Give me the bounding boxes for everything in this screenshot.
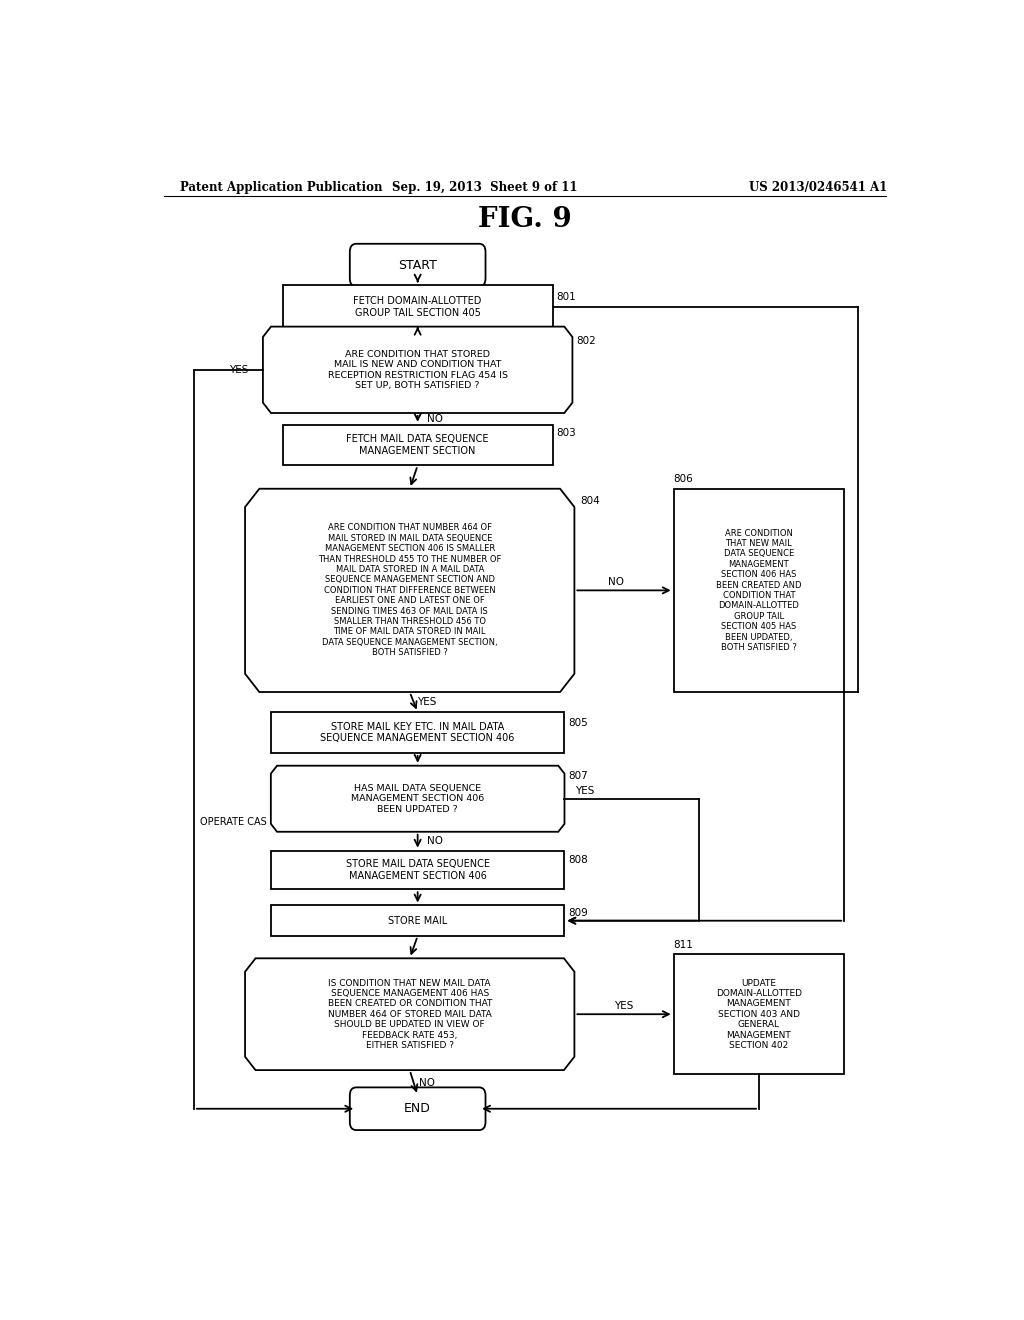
Text: NO: NO: [427, 414, 443, 424]
FancyBboxPatch shape: [350, 244, 485, 286]
Text: 803: 803: [557, 428, 577, 438]
Text: ARE CONDITION THAT STORED
MAIL IS NEW AND CONDITION THAT
RECEPTION RESTRICTION F: ARE CONDITION THAT STORED MAIL IS NEW AN…: [328, 350, 508, 389]
Text: OPERATE CAS: OPERATE CAS: [200, 817, 267, 826]
Text: END: END: [404, 1102, 431, 1115]
Text: ARE CONDITION THAT NUMBER 464 OF
MAIL STORED IN MAIL DATA SEQUENCE
MANAGEMENT SE: ARE CONDITION THAT NUMBER 464 OF MAIL ST…: [318, 524, 502, 657]
Text: UPDATE
DOMAIN-ALLOTTED
MANAGEMENT
SECTION 403 AND
GENERAL
MANAGEMENT
SECTION 402: UPDATE DOMAIN-ALLOTTED MANAGEMENT SECTIO…: [716, 978, 802, 1049]
Polygon shape: [245, 488, 574, 692]
Text: IS CONDITION THAT NEW MAIL DATA
SEQUENCE MANAGEMENT 406 HAS
BEEN CREATED OR COND: IS CONDITION THAT NEW MAIL DATA SEQUENCE…: [328, 978, 492, 1049]
Text: START: START: [398, 259, 437, 272]
Text: NO: NO: [608, 577, 624, 587]
Text: FETCH DOMAIN-ALLOTTED
GROUP TAIL SECTION 405: FETCH DOMAIN-ALLOTTED GROUP TAIL SECTION…: [353, 296, 482, 318]
Text: 809: 809: [568, 908, 588, 917]
Polygon shape: [245, 958, 574, 1071]
Text: FETCH MAIL DATA SEQUENCE
MANAGEMENT SECTION: FETCH MAIL DATA SEQUENCE MANAGEMENT SECT…: [346, 434, 488, 455]
Text: 805: 805: [568, 718, 588, 727]
Text: YES: YES: [229, 364, 249, 375]
Text: Sep. 19, 2013  Sheet 9 of 11: Sep. 19, 2013 Sheet 9 of 11: [392, 181, 578, 194]
Text: NO: NO: [419, 1078, 435, 1088]
Text: YES: YES: [418, 697, 437, 708]
Text: 811: 811: [674, 940, 693, 950]
Text: 808: 808: [568, 855, 588, 865]
Text: FIG. 9: FIG. 9: [478, 206, 571, 232]
Text: 807: 807: [568, 771, 588, 781]
Bar: [674, 954, 844, 1074]
Text: ARE CONDITION
THAT NEW MAIL
DATA SEQUENCE
MANAGEMENT
SECTION 406 HAS
BEEN CREATE: ARE CONDITION THAT NEW MAIL DATA SEQUENC…: [716, 529, 802, 652]
Bar: [674, 488, 844, 692]
Bar: [270, 850, 564, 890]
FancyBboxPatch shape: [350, 1088, 485, 1130]
Text: NO: NO: [427, 836, 443, 846]
Text: 804: 804: [581, 496, 600, 506]
Text: YES: YES: [574, 785, 594, 796]
Polygon shape: [270, 766, 564, 832]
Text: Patent Application Publication: Patent Application Publication: [179, 181, 382, 194]
Text: 801: 801: [557, 292, 577, 302]
Text: 806: 806: [674, 474, 693, 483]
Text: STORE MAIL DATA SEQUENCE
MANAGEMENT SECTION 406: STORE MAIL DATA SEQUENCE MANAGEMENT SECT…: [346, 859, 489, 880]
Text: US 2013/0246541 A1: US 2013/0246541 A1: [750, 181, 888, 194]
Text: STORE MAIL: STORE MAIL: [388, 916, 447, 925]
Text: STORE MAIL KEY ETC. IN MAIL DATA
SEQUENCE MANAGEMENT SECTION 406: STORE MAIL KEY ETC. IN MAIL DATA SEQUENC…: [321, 722, 515, 743]
Text: 802: 802: [577, 337, 596, 346]
Bar: [283, 425, 553, 466]
Text: HAS MAIL DATA SEQUENCE
MANAGEMENT SECTION 406
BEEN UPDATED ?: HAS MAIL DATA SEQUENCE MANAGEMENT SECTIO…: [351, 784, 484, 813]
Bar: [270, 906, 564, 936]
Polygon shape: [263, 326, 572, 413]
Bar: [270, 713, 564, 752]
Text: YES: YES: [614, 1001, 634, 1011]
Bar: [283, 285, 553, 329]
